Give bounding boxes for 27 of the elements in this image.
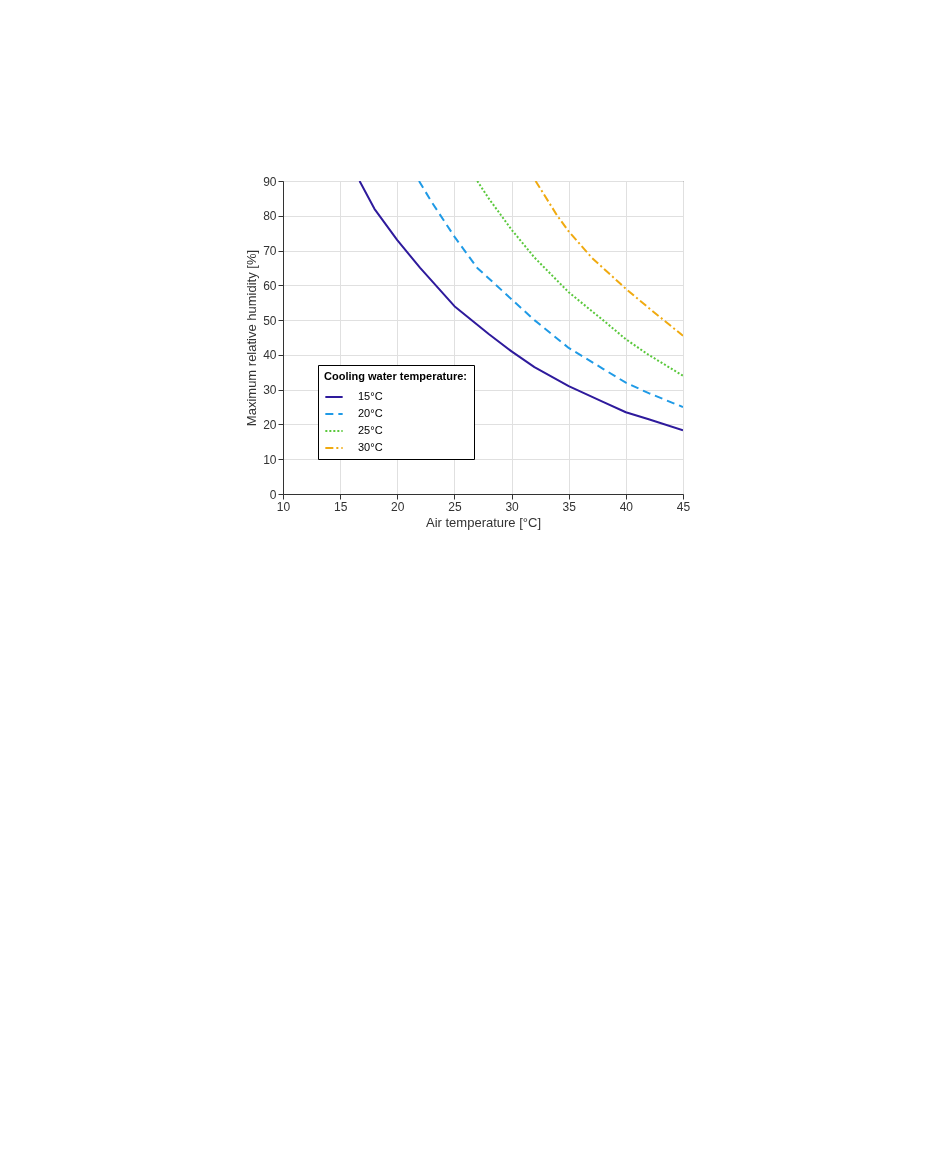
x-tick-label: 35 <box>562 499 577 514</box>
legend-title: Cooling water temperature: <box>324 370 468 382</box>
legend-label: 30°C <box>358 441 383 453</box>
legend-label: 15°C <box>358 390 383 402</box>
y-tick-label: 40 <box>263 348 277 363</box>
y-axis-title: Maximum relative humidity [%] <box>244 249 260 427</box>
y-tick-label: 20 <box>263 417 277 432</box>
y-tick-label: 90 <box>263 174 277 189</box>
y-tick-label: 10 <box>263 452 277 467</box>
x-tick-label: 30 <box>505 499 520 514</box>
y-tick-label: 0 <box>269 487 277 502</box>
y-tick-label: 60 <box>263 278 277 293</box>
y-tick-label: 50 <box>263 313 277 328</box>
legend-label: 25°C <box>358 424 383 436</box>
line-series <box>476 181 683 377</box>
x-tick-label: 25 <box>448 499 462 514</box>
x-tick-label: 20 <box>391 499 405 514</box>
legend-label: 20°C <box>358 407 383 419</box>
y-tick-label: 80 <box>263 209 277 224</box>
x-tick-label: 40 <box>619 499 634 514</box>
x-axis-title: Air temperature [°C] <box>425 514 542 530</box>
line-series <box>534 181 683 337</box>
y-tick-label: 30 <box>263 383 277 398</box>
y-tick-label: 70 <box>263 244 277 259</box>
x-tick-label: 15 <box>333 499 348 514</box>
x-tick-label: 10 <box>276 499 291 514</box>
x-tick-label: 45 <box>676 499 691 514</box>
